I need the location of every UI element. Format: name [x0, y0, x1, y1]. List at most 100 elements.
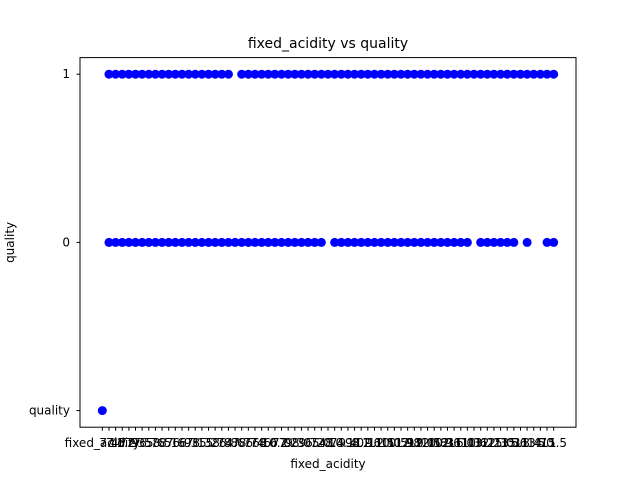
data-point	[449, 69, 459, 79]
data-point	[310, 237, 320, 247]
x-tick-label: 7.1	[186, 436, 205, 450]
x-tick-label: 7.3	[126, 436, 145, 450]
data-point	[476, 69, 486, 79]
data-point	[489, 237, 499, 247]
data-point	[350, 69, 360, 79]
data-point	[376, 69, 386, 79]
data-point	[277, 69, 287, 79]
data-point	[403, 237, 413, 247]
data-point	[184, 237, 194, 247]
data-point	[290, 69, 300, 79]
data-point	[210, 237, 220, 247]
data-point	[157, 69, 167, 79]
data-point	[396, 237, 406, 247]
data-point	[509, 237, 519, 247]
data-point	[263, 237, 273, 247]
x-tick-label: 8.2	[352, 436, 371, 450]
data-point	[210, 69, 220, 79]
data-point	[343, 237, 353, 247]
data-point	[502, 69, 512, 79]
data-point	[350, 237, 360, 247]
x-tick-label: 10.3	[427, 436, 454, 450]
data-point	[277, 237, 287, 247]
data-point	[283, 69, 293, 79]
data-point	[549, 69, 559, 79]
x-tick-label: 14.0	[527, 436, 554, 450]
data-point	[270, 237, 280, 247]
x-tick-label: 11.2	[109, 436, 136, 450]
x-tick-label: 8.0	[292, 436, 311, 450]
x-tick-label: 5.3	[511, 436, 530, 450]
data-point	[316, 69, 326, 79]
x-tick-label: 9.6	[445, 436, 464, 450]
data-point	[389, 237, 399, 247]
x-tick-label: 12.2	[474, 436, 501, 450]
data-point	[456, 237, 466, 247]
data-point	[383, 69, 393, 79]
x-tick-label: 12.8	[394, 436, 421, 450]
chart-title: fixed_acidity vs quality	[248, 36, 408, 52]
data-point	[150, 237, 160, 247]
data-point	[409, 69, 419, 79]
data-point	[184, 69, 194, 79]
data-point	[131, 69, 141, 79]
data-point	[369, 69, 379, 79]
x-tick-label: 6.3	[179, 436, 198, 450]
data-point	[303, 69, 313, 79]
data-point	[150, 69, 160, 79]
data-point	[117, 237, 127, 247]
data-point	[529, 69, 539, 79]
data-point	[336, 237, 346, 247]
y-tick-label: 0	[62, 235, 70, 249]
data-point	[303, 237, 313, 247]
data-point	[323, 69, 333, 79]
data-point	[243, 69, 253, 79]
x-tick-label: 13.7	[520, 436, 547, 450]
data-point	[496, 237, 506, 247]
data-point	[542, 237, 552, 247]
data-point	[549, 237, 559, 247]
data-point	[197, 69, 207, 79]
x-tick-label: 11.6	[354, 436, 381, 450]
x-tick-label: 15.0	[487, 436, 514, 450]
x-tick-label: 8.4	[325, 436, 344, 450]
y-axis-label: quality	[3, 222, 17, 263]
data-point	[423, 69, 433, 79]
x-tick-label: 15.5	[540, 436, 567, 450]
x-tick-label: 7.6	[166, 436, 185, 450]
data-point	[223, 237, 233, 247]
x-tick-label: 13.3	[494, 436, 521, 450]
data-point	[423, 237, 433, 247]
x-tick-label: 5.7	[206, 436, 225, 450]
data-point	[462, 237, 472, 247]
data-point	[190, 237, 200, 247]
data-point	[396, 69, 406, 79]
data-point	[204, 69, 214, 79]
data-point	[296, 69, 306, 79]
data-point	[469, 69, 479, 79]
data-point	[250, 237, 260, 247]
data-point	[190, 69, 200, 79]
data-point	[429, 237, 439, 247]
x-tick-label: 5.1	[537, 436, 556, 450]
data-point	[263, 69, 273, 79]
x-tick-label: 6.4	[245, 436, 264, 450]
x-tick-label: 8.6	[259, 436, 278, 450]
data-point	[330, 69, 340, 79]
data-point	[97, 406, 107, 416]
x-tick-label: 10.5	[381, 436, 408, 450]
data-point	[104, 237, 114, 247]
data-point	[164, 237, 174, 247]
data-point	[456, 69, 466, 79]
y-axis: quality 0 1	[29, 67, 80, 418]
data-point	[296, 237, 306, 247]
x-tick-label: 9.0	[345, 436, 364, 450]
x-tick-label: 15.6	[500, 436, 527, 450]
data-point	[250, 69, 260, 79]
data-point	[509, 69, 519, 79]
x-tick-label: 9.7	[299, 436, 318, 450]
x-tick-label: 6.9	[172, 436, 191, 450]
x-tick-label: 7.5	[133, 436, 152, 450]
data-point	[124, 69, 134, 79]
